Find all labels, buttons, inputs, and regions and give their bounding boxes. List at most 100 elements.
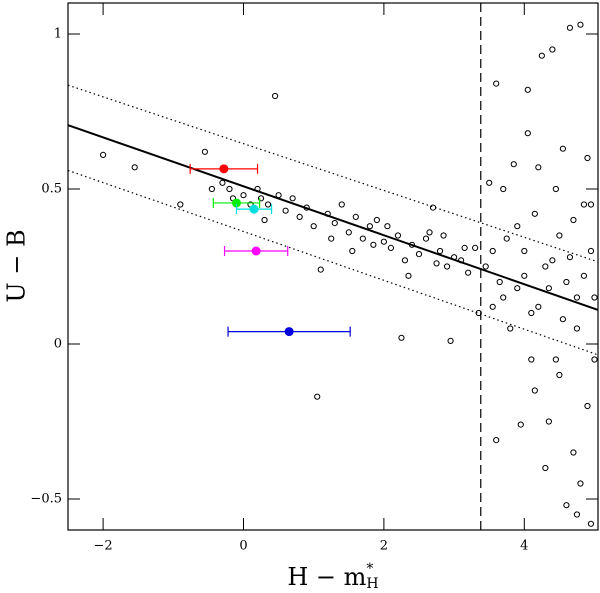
fit-line <box>67 84 599 263</box>
point <box>528 356 535 363</box>
x-tick-label: 0 <box>239 539 247 554</box>
point <box>387 244 395 251</box>
point <box>500 185 507 193</box>
point <box>405 272 412 279</box>
point <box>408 241 416 248</box>
point <box>531 387 538 394</box>
point <box>517 421 524 428</box>
point <box>271 92 279 100</box>
point <box>331 220 338 227</box>
point <box>542 464 549 472</box>
point <box>538 52 545 59</box>
point <box>524 130 531 137</box>
point <box>584 402 591 410</box>
point <box>219 179 226 186</box>
x-label-sub: H <box>366 576 378 592</box>
point <box>563 278 570 286</box>
point <box>345 229 352 236</box>
point <box>545 285 552 292</box>
point <box>324 210 331 217</box>
x-label-main: H − m <box>287 563 366 591</box>
point <box>528 309 535 317</box>
point <box>261 216 268 224</box>
point <box>535 164 542 171</box>
point <box>549 257 556 264</box>
point <box>352 213 359 220</box>
point <box>461 244 468 251</box>
point <box>566 24 574 31</box>
point <box>542 263 549 270</box>
point <box>580 201 588 208</box>
point <box>370 241 377 248</box>
point <box>433 260 440 267</box>
point <box>472 244 479 251</box>
point <box>587 247 595 255</box>
point <box>422 235 430 242</box>
point <box>284 327 294 337</box>
point <box>436 247 444 255</box>
point <box>208 185 216 193</box>
point <box>415 251 423 258</box>
x-tick-label: 4 <box>520 539 528 554</box>
point <box>443 263 451 270</box>
point <box>398 334 405 341</box>
point <box>573 511 581 518</box>
point <box>489 247 496 255</box>
plot-frame <box>67 2 599 531</box>
point <box>552 185 559 193</box>
x-axis-label: H − m* H <box>287 561 378 592</box>
x-label-sup: * <box>366 561 373 577</box>
point <box>493 437 500 444</box>
point <box>486 179 493 186</box>
point <box>503 235 510 242</box>
point <box>545 418 552 425</box>
point <box>289 195 296 202</box>
point <box>514 285 521 292</box>
y-tick-label: −0.5 <box>30 492 62 507</box>
point <box>584 154 591 162</box>
point <box>521 247 528 255</box>
point <box>521 272 528 279</box>
point <box>580 272 588 279</box>
point <box>587 201 595 208</box>
point <box>587 520 595 527</box>
point <box>349 247 356 255</box>
point <box>531 210 538 217</box>
point <box>475 309 482 317</box>
fit-line <box>67 169 599 356</box>
point <box>510 161 517 168</box>
point <box>131 164 138 171</box>
point <box>591 356 598 363</box>
point <box>573 294 581 301</box>
point <box>493 80 500 87</box>
point <box>231 198 241 208</box>
point <box>566 254 574 261</box>
point <box>549 46 556 53</box>
point <box>447 337 454 344</box>
point <box>556 371 563 379</box>
point <box>314 393 321 400</box>
point <box>570 449 577 456</box>
point <box>559 145 567 152</box>
point <box>99 151 107 158</box>
point <box>366 223 373 230</box>
point <box>264 201 272 208</box>
point <box>240 192 247 199</box>
point <box>573 325 581 332</box>
point <box>552 356 559 363</box>
point <box>384 223 391 230</box>
x-tick-label: 2 <box>380 539 388 554</box>
point <box>275 192 282 199</box>
point <box>296 213 303 220</box>
point <box>226 185 233 193</box>
point <box>524 86 531 93</box>
point <box>556 232 563 239</box>
point <box>465 269 472 276</box>
point <box>559 316 567 323</box>
point <box>249 204 259 214</box>
point <box>310 223 317 230</box>
point <box>450 254 458 261</box>
point <box>373 216 380 224</box>
point <box>500 294 507 301</box>
